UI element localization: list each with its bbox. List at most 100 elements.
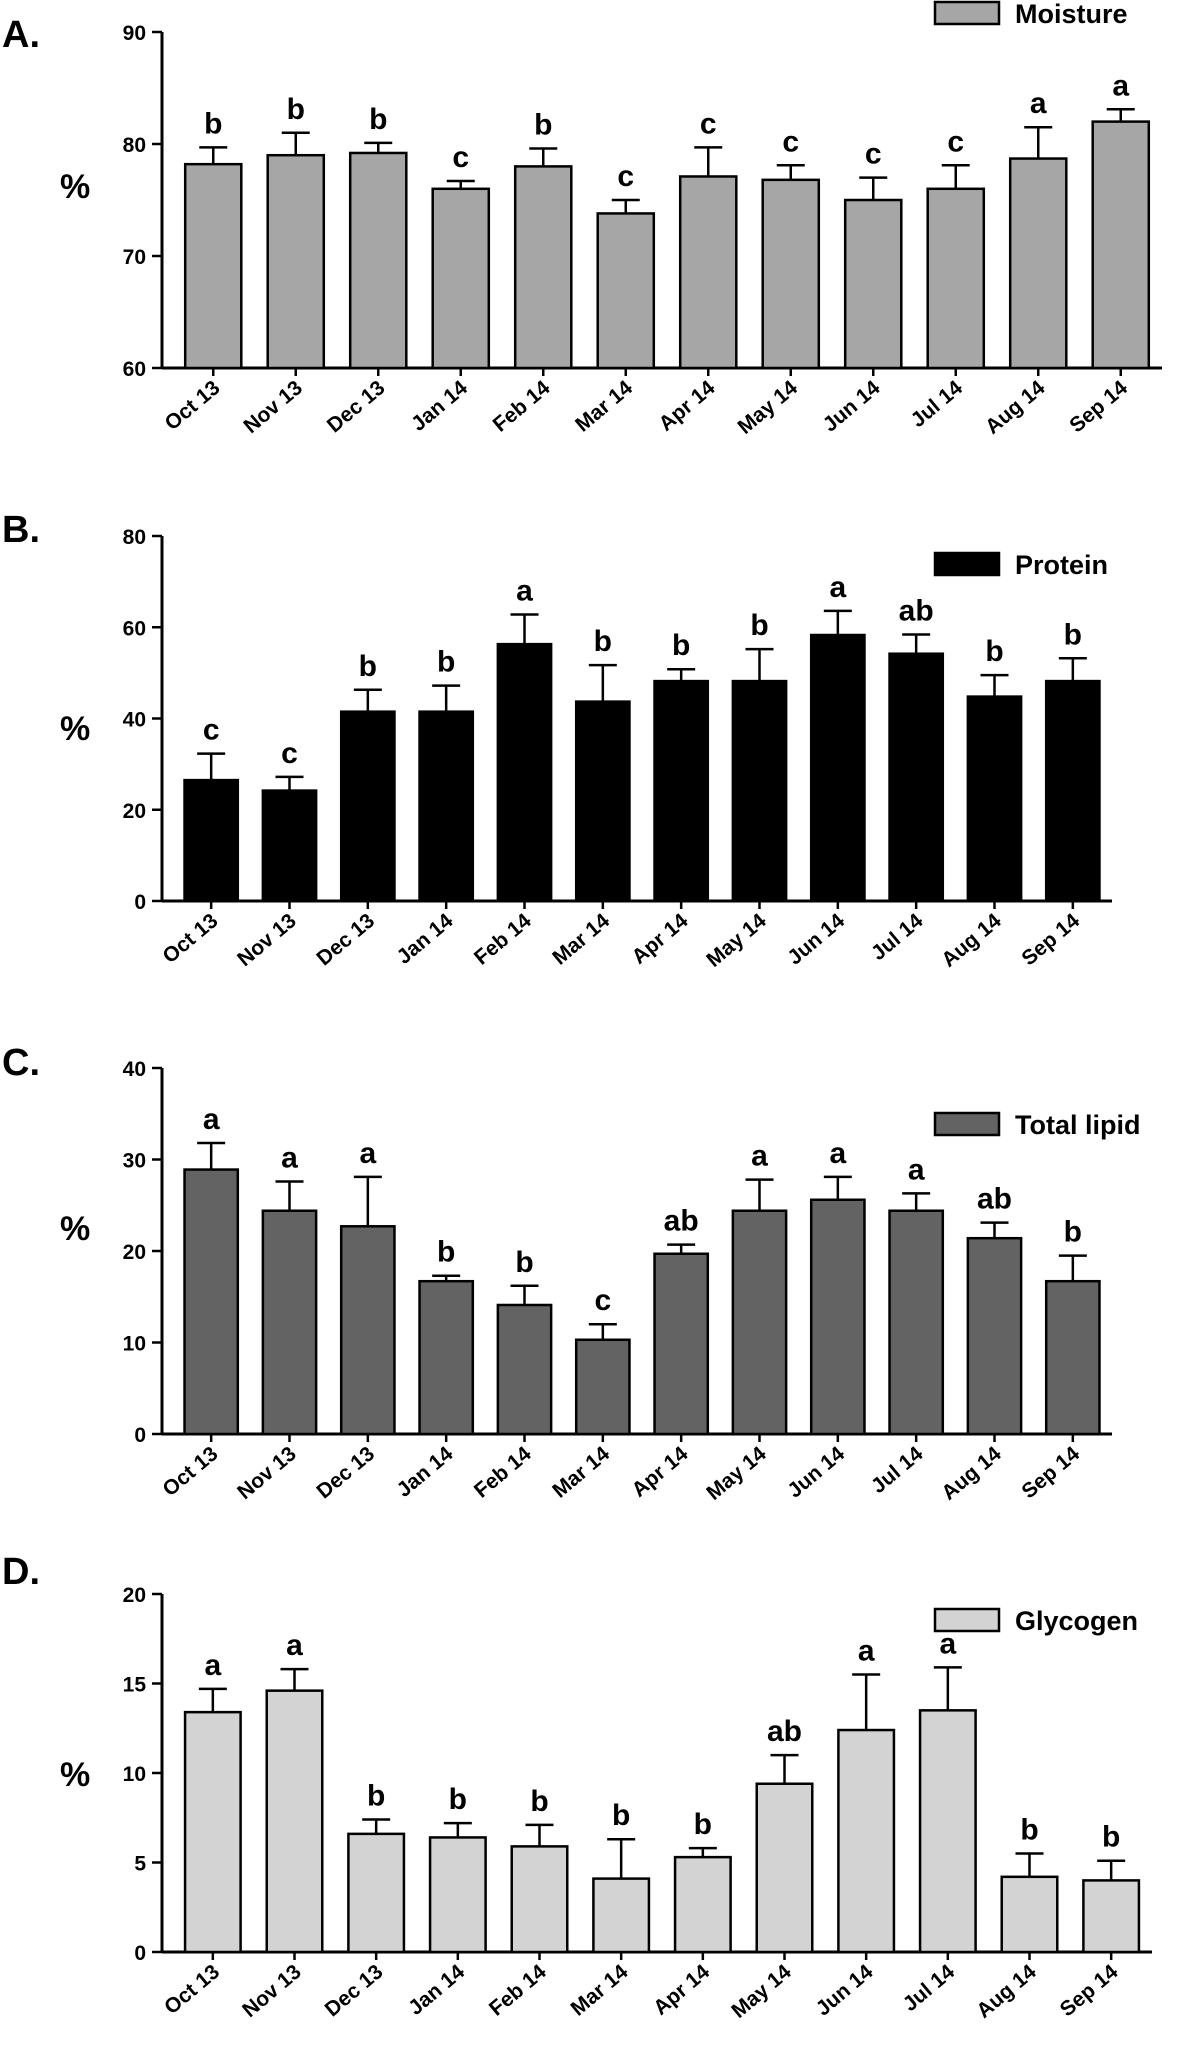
legend-swatch: [933, 0, 1001, 26]
x-tick-label: Aug 14: [937, 909, 1006, 972]
legend-swatch: [933, 551, 1001, 577]
bar: [266, 153, 326, 370]
y-axis-label: %: [60, 168, 90, 206]
x-tick-label: Aug 14: [981, 376, 1050, 439]
legend: Protein: [933, 550, 1108, 580]
x-tick-label: Sep 14: [1017, 1442, 1084, 1503]
legend: Moisture: [933, 0, 1128, 29]
significance-label: b: [594, 625, 612, 658]
bar: [1044, 679, 1101, 903]
x-tick-label: May 14: [727, 1960, 796, 2023]
x-tick-label: Mar 14: [548, 1442, 614, 1503]
y-tick-label: 0: [134, 1424, 146, 1447]
bar: [1000, 1875, 1059, 1954]
y-tick-label: 40: [123, 709, 146, 732]
x-tick-label: Jun 14: [812, 1960, 878, 2021]
legend-label: Total lipid: [1015, 1110, 1140, 1140]
significance-label: b: [367, 1780, 385, 1813]
significance-label: a: [281, 1141, 298, 1174]
x-tick-label: Feb 14: [470, 1442, 536, 1503]
bar: [918, 1709, 977, 1954]
bar: [261, 1209, 318, 1436]
x-tick-label: Dec 13: [321, 1960, 388, 2021]
x-tick-label: Jan 14: [407, 376, 472, 436]
x-tick-label: Jun 14: [819, 376, 885, 437]
y-tick-label: 15: [123, 1674, 147, 1697]
significance-label: a: [286, 1629, 303, 1662]
significance-label: a: [939, 1627, 956, 1660]
x-tick-label: Jul 14: [907, 376, 968, 432]
y-tick-label: 40: [123, 1058, 146, 1081]
bar: [431, 187, 491, 370]
x-tick-label: Aug 14: [972, 1960, 1041, 2023]
x-tick-label: Oct 13: [158, 909, 222, 968]
x-tick-label: Feb 14: [470, 909, 536, 970]
significance-label: b: [530, 1785, 548, 1818]
significance-label: c: [203, 714, 220, 747]
bar: [183, 778, 240, 903]
bar: [653, 1252, 710, 1436]
legend-label: Protein: [1015, 550, 1108, 580]
significance-label: b: [612, 1799, 630, 1832]
bar: [761, 178, 821, 370]
y-axis-label: %: [60, 710, 90, 748]
bar: [574, 1338, 631, 1436]
y-tick-label: 0: [134, 891, 146, 914]
bar: [418, 1279, 475, 1436]
legend-swatch: [933, 1111, 1001, 1137]
significance-label: b: [1064, 618, 1082, 651]
x-tick-label: Jun 14: [783, 909, 849, 970]
bar: [843, 198, 903, 370]
y-tick-label: 20: [123, 800, 146, 823]
bar: [809, 633, 866, 903]
significance-label: c: [617, 160, 634, 193]
legend: Glycogen: [933, 1606, 1138, 1636]
significance-label: c: [782, 125, 799, 158]
bar: [809, 1198, 866, 1436]
bar: [183, 1168, 240, 1436]
x-tick-label: Sep 14: [1056, 1960, 1123, 2021]
legend: Total lipid: [933, 1110, 1140, 1140]
x-tick-label: Jul 14: [899, 1960, 960, 2016]
x-tick-label: Oct 13: [160, 1960, 224, 2019]
significance-label: b: [694, 1808, 712, 1841]
bar: [510, 1845, 569, 1954]
significance-label: ab: [767, 1715, 802, 1748]
bar: [1082, 1879, 1141, 1954]
significance-label: a: [203, 1103, 220, 1136]
x-tick-label: Aug 14: [937, 1442, 1006, 1505]
significance-label: c: [700, 107, 717, 140]
bar: [418, 710, 475, 903]
bar: [347, 1832, 406, 1954]
significance-label: b: [672, 629, 690, 662]
y-tick-label: 60: [123, 358, 146, 381]
significance-label: a: [858, 1635, 875, 1668]
significance-label: a: [516, 574, 533, 607]
significance-label: b: [437, 646, 455, 679]
x-tick-label: Jul 14: [867, 1442, 928, 1498]
significance-label: b: [515, 1246, 533, 1279]
x-tick-label: Mar 14: [548, 909, 614, 970]
significance-label: b: [750, 609, 768, 642]
y-tick-label: 30: [123, 1150, 146, 1173]
panel-label: B.: [2, 509, 40, 551]
x-tick-label: Sep 14: [1017, 909, 1084, 970]
chart-panel-1: A.% 60 70 80 90 b Oct 13 b Nov 13 b Dec 13 c Jan 14 b…: [2, 0, 1162, 439]
bar: [513, 165, 573, 370]
y-tick-label: 20: [123, 1241, 146, 1264]
panel-label: C.: [2, 1042, 40, 1084]
significance-label: b: [369, 103, 387, 136]
bar: [348, 151, 408, 370]
significance-label: a: [829, 1137, 846, 1170]
significance-label: c: [865, 138, 882, 171]
x-tick-label: Dec 13: [312, 1442, 379, 1503]
legend-label: Moisture: [1015, 0, 1128, 29]
x-tick-label: Jul 14: [867, 909, 928, 965]
panel-label: D.: [2, 1551, 40, 1593]
y-axis-label: %: [60, 1756, 90, 1794]
significance-label: ab: [664, 1205, 699, 1238]
chart-panel-2: B.% 0 20 40 60 80 c Oct 13 c Nov 13 b Dec 13 b Jan 14…: [2, 509, 1112, 972]
bar: [574, 700, 631, 903]
significance-label: a: [1112, 69, 1129, 102]
x-tick-label: Dec 13: [312, 909, 379, 970]
